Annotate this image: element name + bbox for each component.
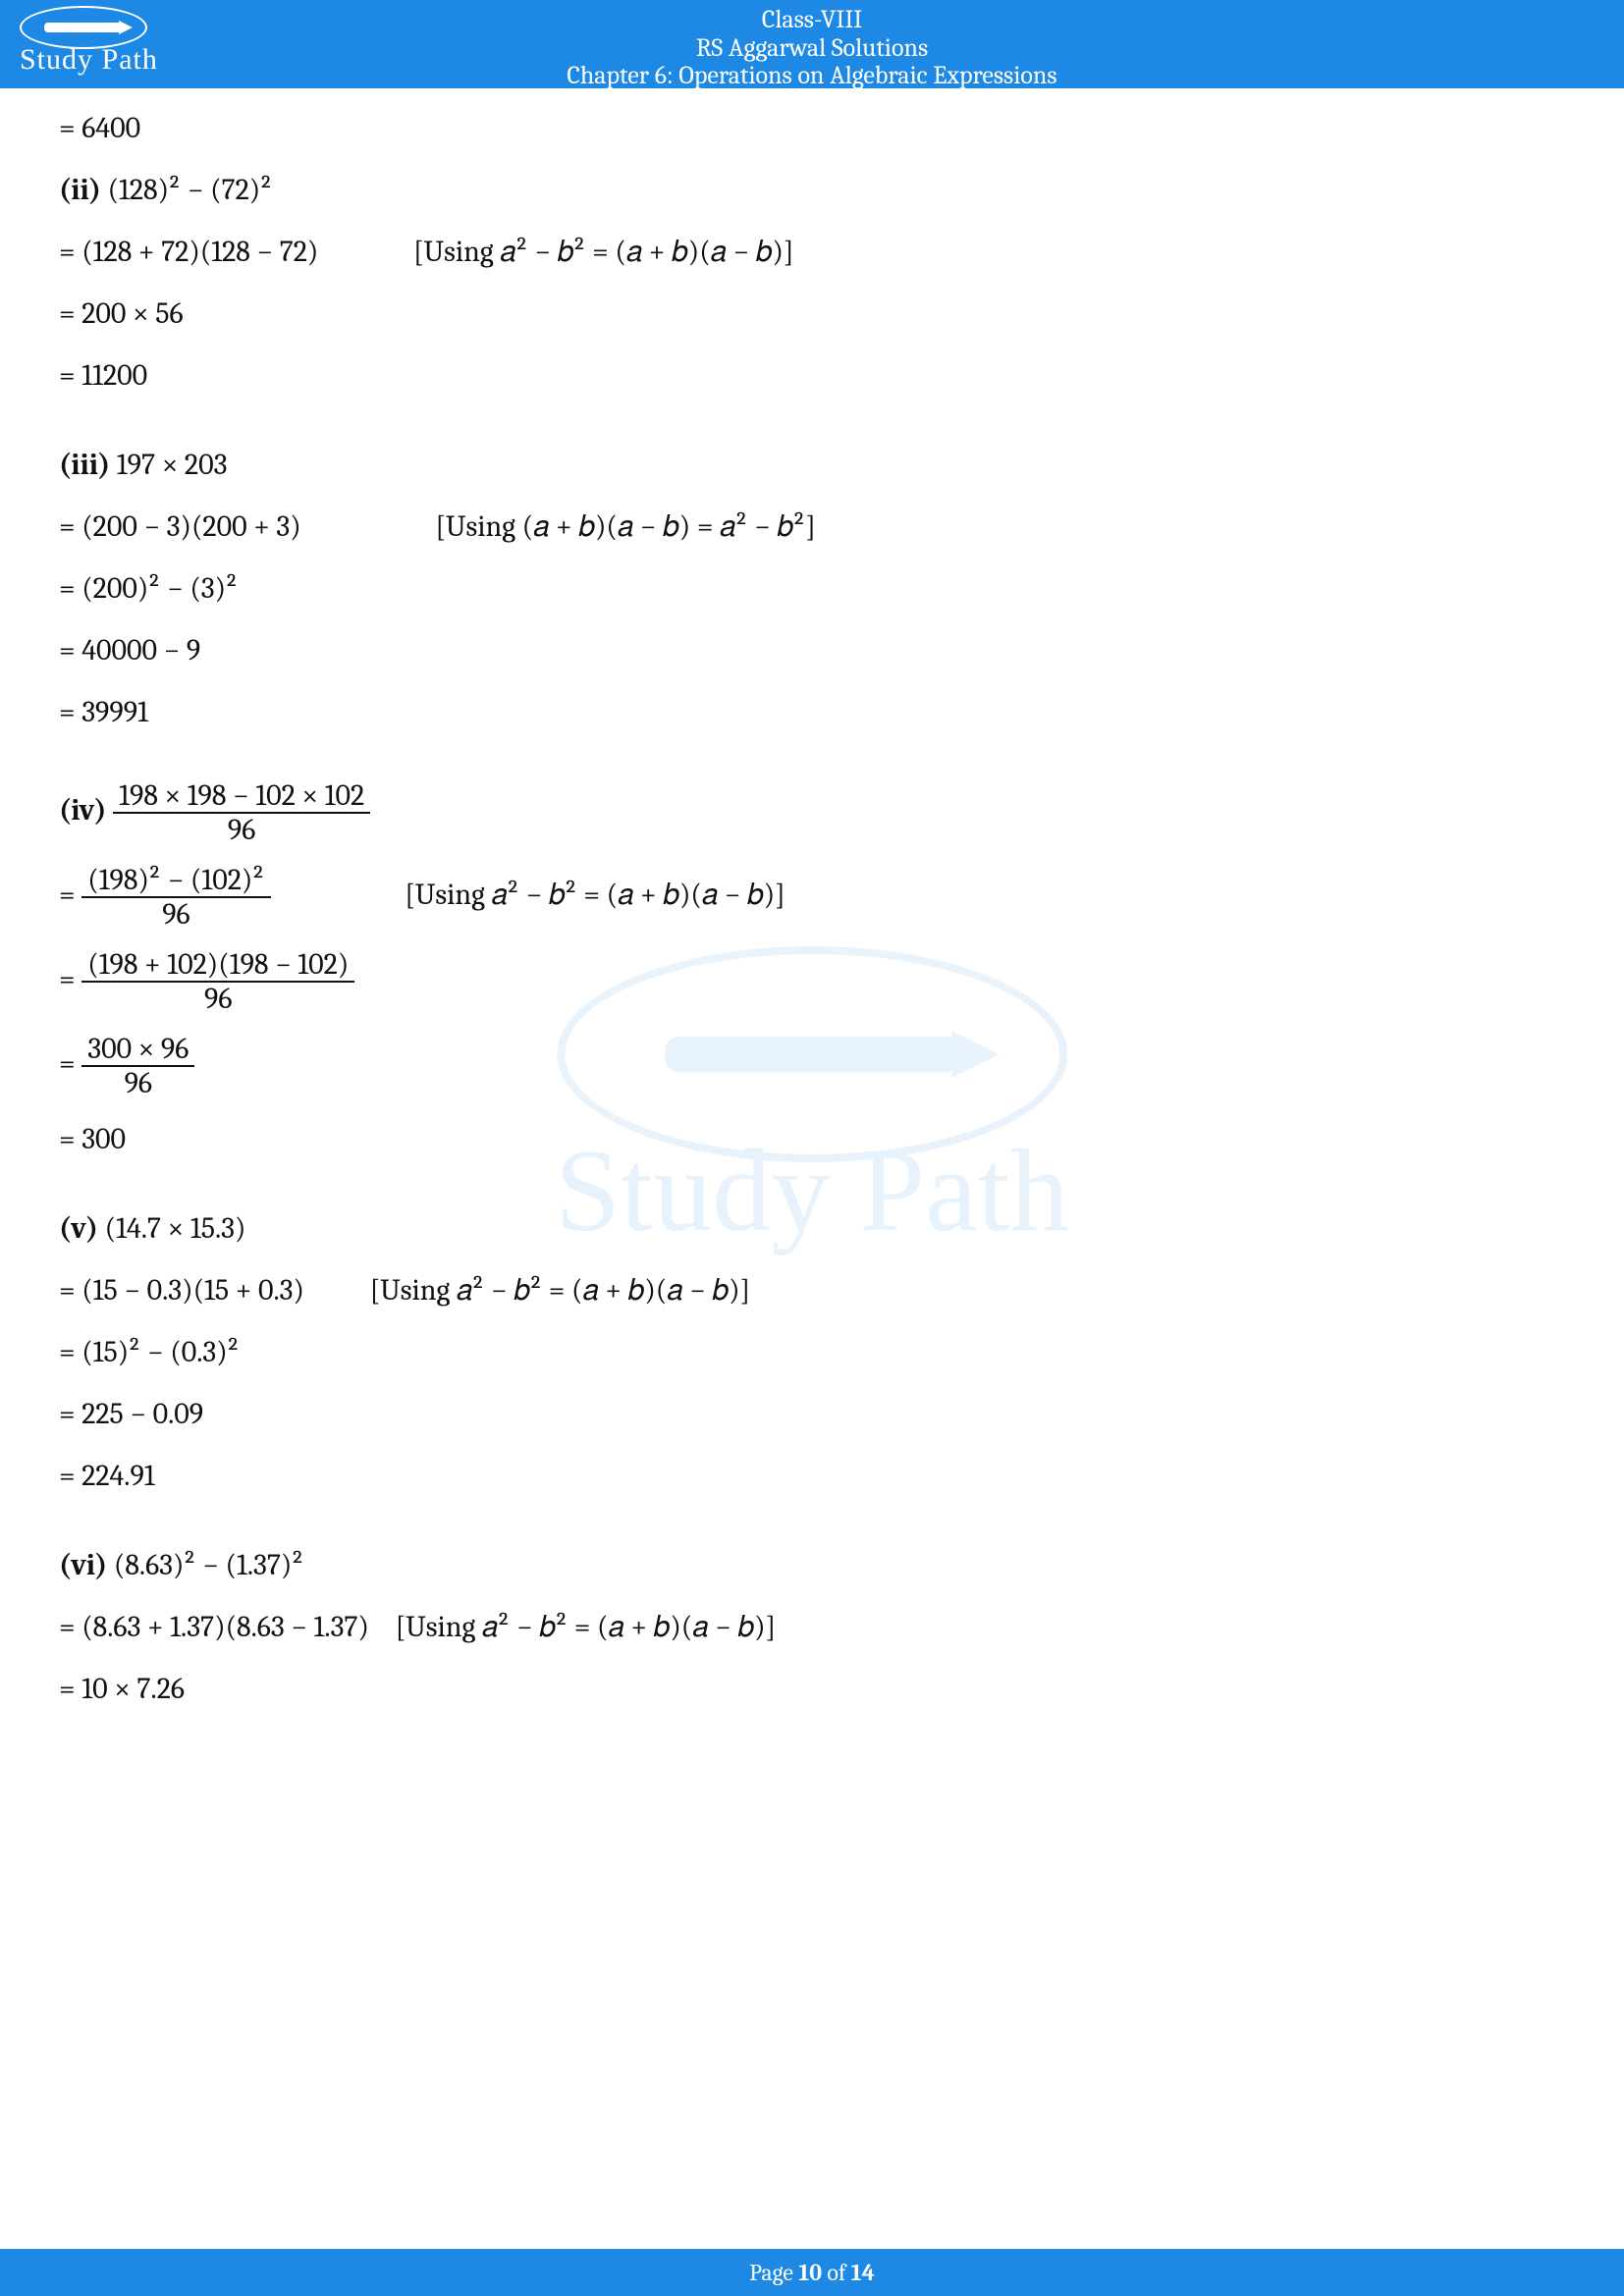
fraction: 300 × 96 96 <box>81 1033 194 1099</box>
prob-v-step4: = 224.91 <box>59 1454 1565 1498</box>
footer-page: 10 <box>798 2259 822 2286</box>
prob-iv-head: (iv) 198 × 198 − 102 × 102 96 <box>59 779 1565 846</box>
header-class: Class-VIII <box>0 6 1624 34</box>
prob-iii-step1: = (200 − 3)(200 + 3) [Using (𝑎 + 𝑏)(𝑎 − … <box>59 505 1565 549</box>
fraction: 198 × 198 − 102 × 102 96 <box>113 779 370 846</box>
prob-v-step1: = (15 − 0.3)(15 + 0.3) [Using 𝑎² − 𝑏² = … <box>59 1268 1565 1312</box>
solution-content: = 6400 (ii) (128)² − (72)² = (128 + 72)(… <box>0 88 1624 1711</box>
fraction: (198)² − (102)² 96 <box>81 864 270 931</box>
expr-vi: (8.63)² − (1.37)² <box>107 1548 303 1582</box>
prob-iv-step3: = 300 × 96 96 <box>59 1033 1565 1099</box>
numerator: (198 + 102)(198 − 102) <box>81 948 354 981</box>
step-text: = (200 − 3)(200 + 3) <box>59 509 301 544</box>
header-chapter: Chapter 6: Operations on Algebraic Expre… <box>0 62 1624 90</box>
denominator: 96 <box>81 896 270 931</box>
prob-vi-step1: = (8.63 + 1.37)(8.63 − 1.37) [Using 𝑎² −… <box>59 1605 1565 1649</box>
label-vi: (vi) <box>59 1548 107 1582</box>
expr-v: (14.7 × 15.3) <box>98 1211 245 1246</box>
logo: Study Path <box>20 6 158 76</box>
label-ii: (ii) <box>59 173 101 207</box>
prob-iii-step4: = 39991 <box>59 690 1565 734</box>
expr-ii: (128)² − (72)² <box>101 173 273 207</box>
label-iii: (iii) <box>59 448 110 482</box>
spacer <box>59 752 1565 779</box>
prob-ii-step2: = 200 × 56 <box>59 292 1565 336</box>
equals: = <box>59 878 81 912</box>
pencil-icon <box>44 23 123 32</box>
logo-text: Study Path <box>20 43 158 76</box>
prob-iv-step2: = (198 + 102)(198 − 102) 96 <box>59 948 1565 1015</box>
prob-iii-head: (iii) 197 × 203 <box>59 443 1565 487</box>
prob-ii-step1: = (128 + 72)(128 − 72) [Using 𝑎² − 𝑏² = … <box>59 230 1565 274</box>
page-header: Study Path Class-VIII RS Aggarwal Soluti… <box>0 0 1624 88</box>
footer-middle: of <box>822 2259 851 2286</box>
footer-prefix: Page <box>749 2259 798 2286</box>
spacer <box>59 1179 1565 1206</box>
header-book: RS Aggarwal Solutions <box>0 34 1624 63</box>
page-footer: Page 10 of 14 <box>0 2249 1624 2296</box>
prob-ii-head: (ii) (128)² − (72)² <box>59 168 1565 212</box>
prob-vi-head: (vi) (8.63)² − (1.37)² <box>59 1543 1565 1587</box>
label-v: (v) <box>59 1211 98 1246</box>
formula-hint: [Using 𝑎² − 𝑏² = (𝑎 + 𝑏)(𝑎 − 𝑏)] <box>405 873 785 917</box>
expr-iii: 197 × 203 <box>110 448 227 482</box>
numerator: 198 × 198 − 102 × 102 <box>113 779 370 812</box>
prob-v-head: (v) (14.7 × 15.3) <box>59 1206 1565 1251</box>
line-top: = 6400 <box>59 106 1565 150</box>
denominator: 96 <box>81 981 354 1015</box>
denominator: 96 <box>113 812 370 846</box>
equals: = <box>59 1046 81 1081</box>
numerator: 300 × 96 <box>81 1033 194 1065</box>
footer-total: 14 <box>851 2259 875 2286</box>
step-text: = (8.63 + 1.37)(8.63 − 1.37) <box>59 1610 369 1644</box>
prob-v-step3: = 225 − 0.09 <box>59 1392 1565 1436</box>
spacer <box>59 1516 1565 1543</box>
formula-hint: [Using 𝑎² − 𝑏² = (𝑎 + 𝑏)(𝑎 − 𝑏)] <box>370 1268 751 1312</box>
prob-iv-step1: = (198)² − (102)² 96 [Using 𝑎² − 𝑏² = (𝑎… <box>59 864 1565 931</box>
prob-iii-step3: = 40000 − 9 <box>59 628 1565 672</box>
formula-hint: [Using (𝑎 + 𝑏)(𝑎 − 𝑏) = 𝑎² − 𝑏²] <box>435 505 816 549</box>
prob-v-step2: = (15)² − (0.3)² <box>59 1330 1565 1374</box>
prob-ii-step3: = 11200 <box>59 353 1565 398</box>
formula-hint: [Using 𝑎² − 𝑏² = (𝑎 + 𝑏)(𝑎 − 𝑏)] <box>396 1605 777 1649</box>
equals: = <box>59 962 81 996</box>
spacer <box>59 415 1565 443</box>
formula-hint: [Using 𝑎² − 𝑏² = (𝑎 + 𝑏)(𝑎 − 𝑏)] <box>413 230 794 274</box>
prob-iv-step4: = 300 <box>59 1117 1565 1161</box>
step-text: = (15 − 0.3)(15 + 0.3) <box>59 1273 304 1308</box>
prob-vi-step2: = 10 × 7.26 <box>59 1667 1565 1711</box>
fraction: (198 + 102)(198 − 102) 96 <box>81 948 354 1015</box>
label-iv: (iv) <box>59 793 107 828</box>
step-text: = (128 + 72)(128 − 72) <box>59 235 318 269</box>
denominator: 96 <box>81 1065 194 1099</box>
numerator: (198)² − (102)² <box>81 864 270 896</box>
prob-iii-step2: = (200)² − (3)² <box>59 566 1565 611</box>
